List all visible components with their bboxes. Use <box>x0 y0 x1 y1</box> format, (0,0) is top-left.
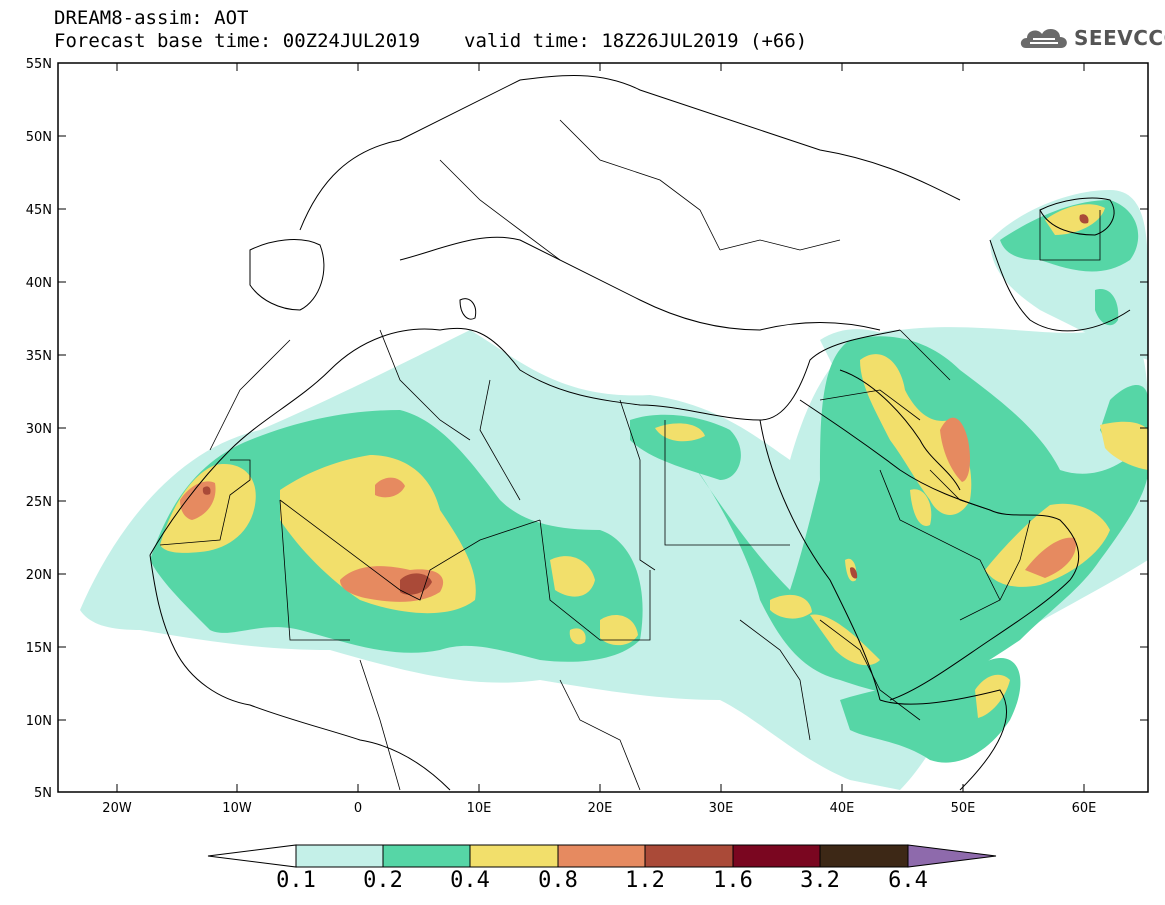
lat-label: 10N <box>26 714 52 729</box>
colorbar-swatch <box>469 844 559 868</box>
country-borders <box>159 119 1101 791</box>
seevccc-logo: SEEVCCC <box>1018 24 1165 52</box>
lat-label: 40N <box>26 276 52 291</box>
colorbar-label: 3.2 <box>800 868 840 893</box>
colorbar-label: 0.2 <box>363 868 403 893</box>
colorbar-label: 1.6 <box>713 868 753 893</box>
colorbar-low-arrow <box>207 844 297 868</box>
lon-label: 10E <box>467 801 492 816</box>
forecast-times: Forecast base time: 00Z24JUL2019 valid ti… <box>54 30 807 52</box>
colorbar-label: 0.8 <box>538 868 578 893</box>
base-time: Forecast base time: 00Z24JUL2019 <box>54 30 421 52</box>
lon-label: 50E <box>951 801 976 816</box>
lat-label: 45N <box>26 203 52 218</box>
lat-label: 15N <box>26 641 52 656</box>
colorbar-label: 0.4 <box>450 868 490 893</box>
colorbar-swatch <box>732 844 821 868</box>
colorbar <box>207 844 997 868</box>
colorbar-swatch <box>819 844 909 868</box>
colorbar-swatch <box>295 844 384 868</box>
lat-label: 35N <box>26 349 52 364</box>
axis-ticks <box>58 62 1148 792</box>
lon-label: 30E <box>709 801 734 816</box>
cloud-icon <box>1020 28 1067 48</box>
colorbar-label: 6.4 <box>888 868 928 893</box>
lon-label: 0 <box>354 801 362 816</box>
aot-band-1.2 <box>202 214 1089 595</box>
colorbar-swatch <box>644 844 734 868</box>
lon-label: 40E <box>830 801 855 816</box>
logo-text: SEEVCCC <box>1074 26 1165 50</box>
lat-label: 5N <box>34 786 52 801</box>
colorbar-label: 1.2 <box>625 868 665 893</box>
lon-label: 20W <box>102 801 132 816</box>
map-title: DREAM8-assim: AOT <box>54 7 249 29</box>
lat-label: 25N <box>26 495 52 510</box>
lon-label: 10W <box>222 801 252 816</box>
longitude-labels: 20W 10W 0 10E 20E 30E 40E 50E 60E <box>102 801 1096 816</box>
lat-label: 55N <box>26 57 52 72</box>
colorbar-swatch <box>557 844 646 868</box>
colorbar-high-arrow <box>907 844 997 868</box>
lon-label: 60E <box>1072 801 1097 816</box>
lon-label: 20E <box>588 801 613 816</box>
valid-time: valid time: 18Z26JUL2019 (+66) <box>464 30 808 52</box>
colorbar-swatch <box>382 844 471 868</box>
colorbar-label: 0.1 <box>276 868 316 893</box>
coastlines <box>149 75 1131 791</box>
lat-label: 30N <box>26 422 52 437</box>
lat-label: 20N <box>26 568 52 583</box>
latitude-labels: 55N 50N 45N 40N 35N 30N 25N 20N 15N 10N … <box>26 57 52 801</box>
lat-label: 50N <box>26 130 52 145</box>
aot-field <box>80 190 1148 790</box>
